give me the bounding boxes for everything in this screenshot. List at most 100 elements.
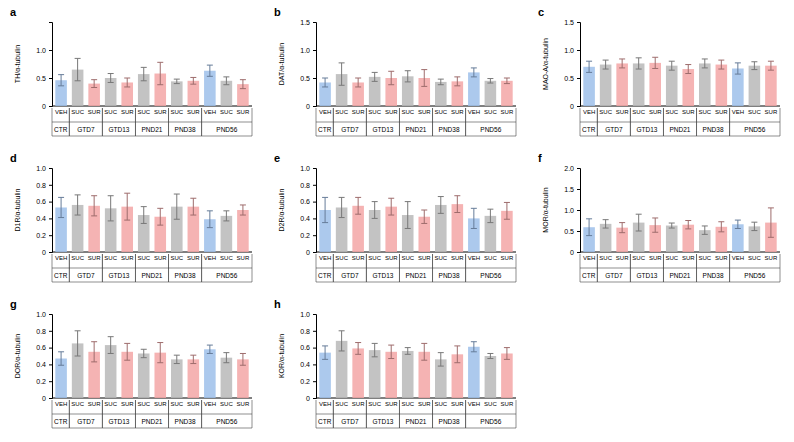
error-bar-stem (457, 196, 458, 213)
error-bar (751, 62, 757, 70)
error-bar (157, 62, 163, 84)
y-tick-label: 0.2 (300, 378, 310, 385)
x-tick-label: SUR (418, 255, 431, 261)
error-bar-cap (735, 228, 741, 229)
error-bar (487, 79, 493, 83)
error-bar (75, 195, 81, 215)
error-bar (174, 194, 180, 219)
bar (138, 353, 150, 398)
bar (188, 359, 200, 398)
table-line (516, 108, 517, 136)
y-tick-mark (49, 185, 52, 186)
x-tick-label: SUC (170, 401, 183, 407)
error-bar-cap (487, 358, 493, 359)
error-bar (388, 345, 394, 358)
error-bar (438, 79, 444, 85)
y-axis-title: MAO-A/α-tubulin (542, 38, 549, 90)
error-bar-cap (339, 85, 345, 86)
table-line (597, 254, 598, 282)
error-bar (768, 61, 774, 70)
error-bar-cap (207, 65, 213, 66)
error-bar-stem (490, 353, 491, 358)
x-tick-label: SUR (616, 255, 629, 261)
error-bar-cap (322, 222, 328, 223)
error-bar-cap (636, 231, 642, 232)
error-bar (603, 60, 609, 69)
error-bar (207, 65, 213, 76)
table-line (729, 254, 730, 282)
error-bar-cap (108, 195, 114, 196)
group-label: GTD7 (341, 272, 359, 279)
error-bar-cap (91, 195, 97, 196)
y-tick: 0.4 (300, 215, 316, 222)
error-bar-cap (174, 355, 180, 356)
x-tick: SUC (401, 106, 414, 115)
x-tick-label: SUR (501, 255, 514, 261)
bar (749, 66, 761, 106)
x-tick: SUR (649, 252, 662, 261)
error-bar-stem (176, 194, 177, 219)
error-bar-cap (141, 357, 147, 358)
error-bar-cap (58, 351, 64, 352)
y-tick-mark (577, 252, 580, 253)
group-label: PND56 (216, 272, 237, 279)
table-line (168, 400, 169, 428)
x-tick-label: SUC (104, 109, 117, 115)
error-bar-cap (207, 210, 213, 211)
x-tick-label: SUR (187, 255, 200, 261)
x-tick-label: VEH (319, 401, 331, 407)
error-bar-stem (341, 63, 342, 85)
x-tick-label: VEH (583, 255, 595, 261)
x-tick: SUC (170, 106, 183, 115)
group-table: CTRGTD7GTD13PND21PND38PND56 (316, 254, 516, 282)
table-line (168, 108, 169, 136)
x-tick-label: SUC (170, 255, 183, 261)
error-bar (108, 74, 114, 83)
group-label: PND38 (175, 272, 196, 279)
x-tick-label: SUC (368, 109, 381, 115)
table-line (663, 108, 664, 136)
bar (105, 345, 117, 398)
error-bar-cap (454, 212, 460, 213)
table-line (69, 400, 70, 428)
table-line (135, 254, 136, 282)
error-bar-cap (603, 60, 609, 61)
x-axis: VEHSUCSURSUCSURSUCSURSUCSURVEHSUCSUR (55, 106, 250, 115)
y-tick-mark (49, 364, 52, 365)
error-bar-cap (685, 64, 691, 65)
error-bar-cap (454, 345, 460, 346)
table-line (52, 254, 53, 282)
x-tick-label: SUC (665, 255, 678, 261)
y-tick: 1.5 (564, 19, 580, 26)
x-tick: SUC (71, 398, 84, 407)
error-bar-cap (372, 72, 378, 73)
error-bar (652, 218, 658, 232)
x-tick-label: SUR (616, 109, 629, 115)
x-axis: VEHSUCSURSUCSURSUCSURSUCSURVEHSUCSUR (319, 106, 514, 115)
x-tick-label: SUR (121, 255, 134, 261)
error-bar-cap (405, 201, 411, 202)
table-line (316, 400, 317, 428)
error-bar-stem (374, 72, 375, 81)
error-bar-stem (506, 78, 507, 84)
error-bar-stem (655, 57, 656, 68)
error-bar-cap (438, 84, 444, 85)
x-tick: VEH (319, 106, 331, 115)
y-tick: 1.5 (564, 186, 580, 193)
group-label: PND21 (142, 126, 163, 133)
y-axis-line (313, 315, 317, 399)
x-tick: SUR (616, 252, 629, 261)
table-line (316, 108, 317, 136)
error-bar-cap (487, 353, 493, 354)
x-tick-label: SUR (352, 401, 365, 407)
x-tick-label: SUC (137, 401, 150, 407)
error-bar-cap (174, 363, 180, 364)
error-bar-stem (160, 208, 161, 225)
x-tick-label: VEH (204, 401, 216, 407)
group-label: PND21 (406, 418, 427, 425)
group-label: GTD13 (636, 272, 657, 279)
error-bar (586, 219, 592, 236)
error-bar-cap (652, 232, 658, 233)
error-bar-cap (421, 343, 427, 344)
y-tick-mark (49, 235, 52, 236)
